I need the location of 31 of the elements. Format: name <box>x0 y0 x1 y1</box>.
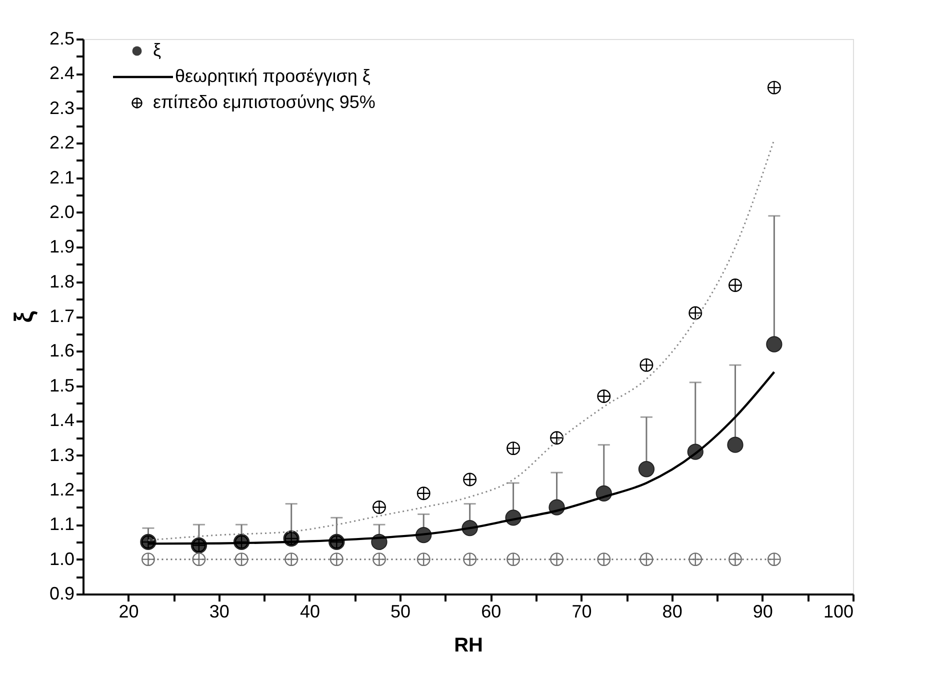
x-tick-label: 30 <box>209 602 230 622</box>
y-tick-label: 1.8 <box>49 271 74 292</box>
legend-label: ξ <box>153 40 162 60</box>
x-tick-label: 50 <box>390 602 411 622</box>
legend-label: θεωρητική προσέγγιση ξ <box>175 66 370 86</box>
x-tick-label: 80 <box>662 602 682 622</box>
y-tick-label: 1.5 <box>49 375 74 396</box>
y-axis-title: ξ <box>8 310 38 323</box>
y-tick-label: 1.3 <box>49 444 74 465</box>
y-tick-label: 1.0 <box>49 548 74 569</box>
x-axis-title: RH <box>454 634 483 656</box>
x-tick-label: 20 <box>118 602 139 622</box>
y-tick-label: 1.2 <box>49 479 74 500</box>
x-tick-label: 60 <box>481 602 502 622</box>
y-tick-label: 2.4 <box>49 63 74 84</box>
y-tick-label: 1.9 <box>49 236 74 257</box>
y-tick-label: 1.1 <box>49 514 74 534</box>
y-tick-label: 2.5 <box>49 28 74 48</box>
y-tick-label: 1.7 <box>49 306 74 326</box>
x-tick-label: 70 <box>572 602 592 622</box>
x-tick-label: 90 <box>752 602 773 622</box>
y-tick-label: 2.3 <box>49 98 74 118</box>
y-tick-label: 2.1 <box>49 167 74 188</box>
y-tick-label: 0.9 <box>49 584 74 604</box>
y-tick-label: 1.4 <box>49 410 74 430</box>
x-tick-label: 40 <box>300 602 320 622</box>
y-tick-label: 2.0 <box>49 202 74 222</box>
legend-label: επίπεδο εμπιστοσύνης 95% <box>153 92 376 112</box>
y-tick-label: 1.6 <box>49 340 74 361</box>
x-tick-label: 100 <box>823 602 854 622</box>
y-tick-label: 2.2 <box>49 132 74 153</box>
